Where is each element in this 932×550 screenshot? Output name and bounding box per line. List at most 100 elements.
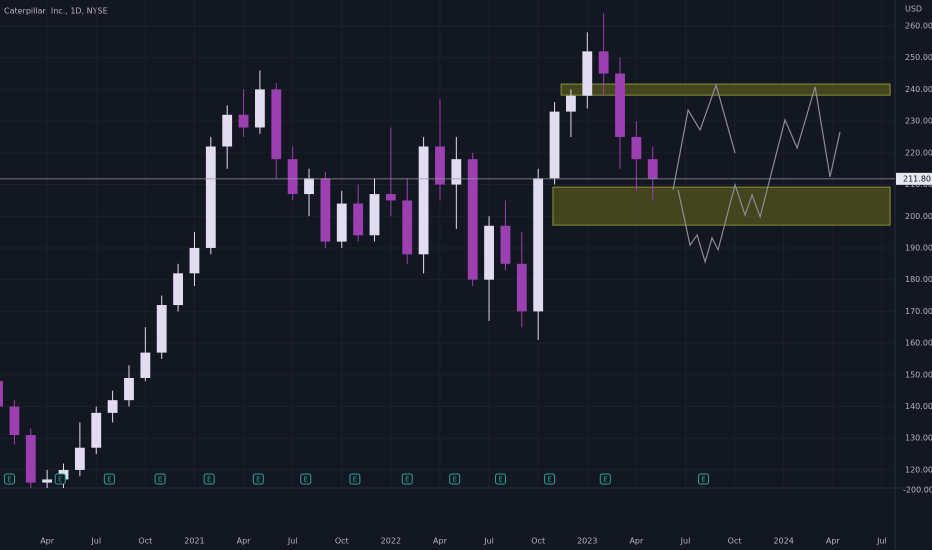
earnings-marker	[495, 473, 507, 485]
earnings-label: E	[603, 476, 607, 484]
price-zone	[560, 83, 891, 96]
y-tick-label: 220.00	[905, 148, 932, 157]
y-tick-label: 230.00	[905, 117, 932, 126]
x-tick-label: Jul	[483, 537, 494, 546]
candle-body	[467, 159, 478, 280]
candle-body	[238, 114, 249, 128]
earnings-marker	[697, 473, 709, 485]
y-tick-label: 250.00	[905, 53, 932, 62]
candle-body	[124, 377, 134, 401]
earnings-marker	[449, 473, 461, 485]
earnings-marker	[203, 473, 215, 485]
candle-body	[615, 73, 625, 137]
x-tick-label: Jul	[680, 537, 691, 546]
price-zone	[552, 186, 891, 226]
x-tick-label: 2023	[577, 537, 597, 546]
candle-body	[631, 136, 642, 160]
candle-body	[156, 305, 167, 353]
x-tick-label: Jul	[287, 537, 298, 546]
y-tick-label: 240.00	[905, 85, 932, 94]
earnings-marker	[544, 473, 556, 485]
y-tick-label: 170.00	[905, 307, 932, 316]
candle-body	[173, 273, 183, 306]
y-tick-label: 180.00	[905, 275, 932, 284]
y-tick-label: 150.00	[905, 370, 932, 379]
y-tick-label: 130.00	[905, 434, 932, 443]
y-tick-label: 120.00	[905, 465, 932, 474]
candle-body	[304, 178, 314, 195]
earnings-label: E	[7, 476, 11, 484]
earnings-marker	[300, 473, 312, 485]
earnings-label: E	[207, 476, 211, 484]
candle-body	[42, 479, 53, 483]
candle-body	[451, 159, 462, 185]
y-tick-label: 260.00	[905, 22, 932, 31]
candle-body	[516, 263, 527, 312]
x-tick-label: 2024	[774, 537, 794, 546]
candle-body	[140, 352, 151, 378]
earnings-label: E	[107, 476, 111, 484]
x-tick-label: Apr	[40, 537, 55, 546]
candle-body	[484, 225, 494, 280]
candle-body	[107, 400, 118, 413]
earnings-label: E	[498, 476, 502, 484]
y-tick-label: 160.00	[905, 339, 932, 348]
earnings-label: E	[304, 476, 308, 484]
y-tick-label: 140.00	[905, 402, 932, 411]
x-tick-label: Jul	[876, 537, 887, 546]
earnings-label: E	[58, 476, 62, 484]
candle-body	[582, 51, 593, 96]
earnings-marker	[401, 473, 413, 485]
candle-body	[369, 194, 380, 236]
x-tick-label: Apr	[826, 537, 841, 546]
x-tick-label: 2022	[381, 537, 401, 546]
candle-body	[385, 194, 396, 201]
candle-body	[402, 200, 413, 255]
candle-body	[549, 111, 560, 179]
earnings-label: E	[547, 476, 551, 484]
candle-body	[189, 247, 200, 274]
earnings-label: E	[405, 476, 409, 484]
candle-body	[533, 178, 544, 312]
candle-body	[271, 89, 282, 160]
y-tick-label: 190.00	[905, 243, 932, 252]
candle-body	[647, 159, 658, 179]
candle-body	[418, 146, 429, 255]
x-tick-label: Apr	[237, 537, 252, 546]
scale-note: -200.00	[903, 486, 932, 495]
last-price-label: 211.80	[903, 174, 931, 183]
candle-body	[0, 381, 3, 407]
earnings-label: E	[158, 476, 162, 484]
earnings-label: E	[353, 476, 357, 484]
earnings-marker	[103, 473, 115, 485]
candle-body	[91, 412, 102, 448]
candle-body	[320, 178, 331, 242]
candle-body	[222, 114, 233, 147]
earnings-label: E	[452, 476, 456, 484]
candle-body	[287, 159, 298, 195]
earnings-marker	[252, 473, 264, 485]
earnings-label: E	[701, 476, 705, 484]
currency-label: USD	[905, 5, 922, 14]
y-tick-label: 200.00	[905, 212, 932, 221]
candle-body	[205, 146, 216, 248]
candle-body	[25, 435, 36, 483]
projection-line	[677, 86, 841, 265]
last-price-box	[896, 172, 932, 185]
candle-body	[598, 51, 609, 74]
earnings-marker	[349, 473, 361, 485]
earnings-marker	[3, 473, 15, 485]
candle-body	[255, 89, 265, 128]
earnings-marker	[599, 473, 611, 485]
x-tick-label: 2021	[184, 537, 204, 546]
earnings-marker	[54, 473, 66, 485]
projection-line	[672, 82, 736, 191]
x-tick-label: Oct	[138, 537, 152, 546]
candle-body	[336, 203, 347, 242]
earnings-label: E	[256, 476, 260, 484]
x-tick-label: Apr	[433, 537, 448, 546]
candle-body	[566, 95, 576, 112]
